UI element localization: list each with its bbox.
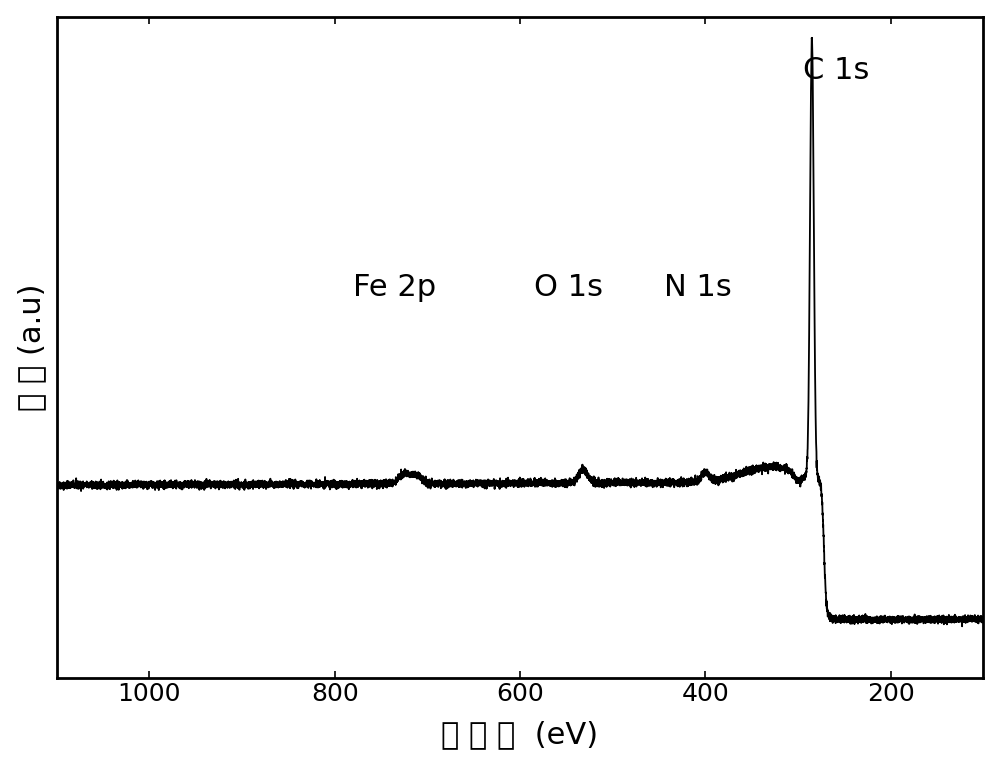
Text: Fe 2p: Fe 2p bbox=[353, 273, 437, 302]
Text: N 1s: N 1s bbox=[664, 273, 732, 302]
X-axis label: 结 合 能  (eV): 结 合 能 (eV) bbox=[441, 720, 599, 749]
Y-axis label: 强 度 (a.u): 强 度 (a.u) bbox=[17, 283, 46, 411]
Text: O 1s: O 1s bbox=[534, 273, 603, 302]
Text: C 1s: C 1s bbox=[803, 56, 869, 85]
